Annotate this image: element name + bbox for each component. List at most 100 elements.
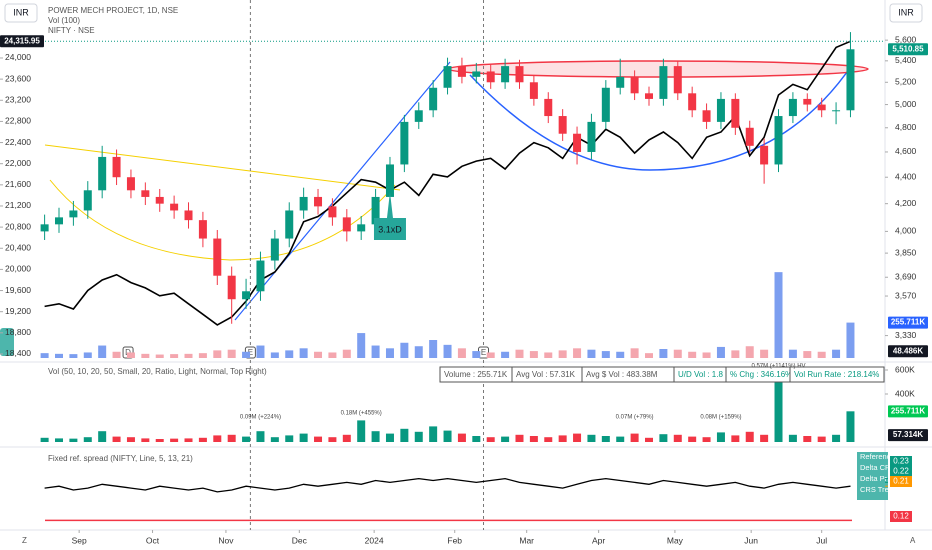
volume-bar — [98, 431, 107, 442]
overlay-volume-bar — [314, 351, 323, 358]
volume-avg-label-box — [888, 429, 928, 442]
nifty-last-label-box — [0, 35, 44, 48]
footer-left[interactable]: Z — [22, 536, 27, 545]
overlay-volume-bar — [213, 350, 222, 358]
volume-bar — [515, 434, 524, 442]
event-label: E — [481, 348, 486, 357]
volume-bar — [817, 436, 826, 442]
overlay-volume-bar — [515, 349, 524, 358]
y-tick-label: 22,400 — [5, 137, 31, 147]
overlay-volume-bar — [774, 272, 783, 358]
volume-bar — [587, 434, 596, 442]
candle-body — [817, 104, 826, 111]
currency-button[interactable] — [4, 3, 38, 23]
y-tick-label: 19,200 — [5, 306, 31, 316]
level-box — [890, 466, 912, 477]
candle-body — [141, 190, 150, 197]
volume-bar — [702, 437, 711, 442]
overlay-volume-bar — [328, 352, 337, 358]
overlay-volume-bar — [342, 349, 351, 358]
volume-last-label-box — [888, 405, 928, 418]
candle-body — [803, 98, 812, 105]
candle-body — [55, 217, 63, 225]
volume-bar — [112, 436, 121, 442]
candle-body — [774, 116, 783, 165]
currency-button[interactable] — [889, 3, 923, 23]
overlay-volume-bar — [112, 351, 121, 358]
volume-legend: Vol (100) — [48, 16, 80, 25]
level-label: 0.21 — [893, 477, 909, 486]
volume-bar — [645, 437, 653, 442]
level-box — [890, 476, 912, 487]
currency-left[interactable]: INR — [13, 7, 29, 17]
y-tick-label: 22,800 — [5, 116, 31, 126]
y-tick-label: 4,800 — [895, 122, 917, 132]
overlay-volume-bar — [472, 351, 481, 358]
stat-text: Vol Run Rate : 218.14% — [794, 370, 879, 379]
candle-body — [832, 110, 841, 112]
overlay-volume-bar — [702, 352, 711, 358]
candle-body — [486, 71, 495, 83]
volume-bar — [198, 437, 207, 442]
footer-right[interactable]: A — [910, 536, 916, 545]
overlay-volume-bar — [817, 351, 826, 358]
y-tick-label: 22,000 — [5, 158, 31, 168]
volume-bar — [184, 438, 193, 442]
volume-bar — [314, 436, 323, 442]
y-tick-label: 23,200 — [5, 95, 31, 105]
y-tick-label: 3,330 — [895, 330, 917, 340]
volume-bar — [716, 432, 725, 442]
overlay-volume-bar — [285, 350, 294, 358]
volume-avg-label: 57.314K — [893, 430, 923, 439]
volume-bar — [846, 411, 855, 442]
legend-entry: Delta CR — [860, 463, 891, 472]
volume-bar — [342, 434, 351, 442]
y-tick-label: 5,600 — [895, 34, 917, 44]
volume-bar — [69, 438, 78, 442]
volume-bar — [774, 367, 783, 442]
candle-body — [98, 156, 107, 191]
candle-body — [285, 210, 294, 239]
overlay-volume-bar — [544, 352, 553, 358]
legend-entry: Reference — [860, 452, 895, 461]
overlay-volume-bar — [803, 351, 812, 358]
x-tick-label: 2024 — [365, 535, 384, 545]
drawings — [44, 60, 869, 321]
y-tick-label: 5,200 — [895, 77, 917, 87]
level-label: 0.23 — [893, 457, 909, 466]
volume-annotation: 0.18M (+455%) — [341, 411, 382, 417]
overlay-volume-bar — [155, 354, 164, 358]
volume-bar — [256, 431, 265, 442]
volume-bar — [429, 426, 438, 442]
volume-annotation: 0.08M (+159%) — [700, 415, 741, 421]
overlay-avg-label: 48.486K — [893, 346, 923, 355]
candle-body — [587, 121, 596, 152]
stat-box — [789, 366, 885, 383]
candle-body — [371, 196, 380, 225]
volume-bar — [213, 435, 222, 442]
overlay-volume-bar — [760, 349, 769, 358]
x-tick-label: Feb — [447, 535, 462, 545]
event-label: E — [248, 348, 253, 357]
candle-body — [69, 210, 78, 218]
candle-body — [731, 98, 740, 128]
candle-body — [673, 66, 682, 94]
overlay-volume-bar — [385, 348, 394, 358]
candle-body — [198, 220, 207, 239]
x-tick-label: Jul — [816, 535, 827, 545]
candle-body — [760, 145, 769, 165]
volume-bar — [659, 434, 668, 442]
overlay-volume-bar — [227, 349, 236, 358]
level-label: 0.22 — [893, 467, 909, 476]
candle-body — [544, 98, 553, 117]
x-tick-label: Sep — [72, 535, 87, 545]
overlay-volume-bar — [126, 352, 135, 358]
currency-right[interactable]: INR — [898, 7, 914, 17]
volume-bar — [443, 430, 452, 442]
stat-text: Volume : 255.71K — [444, 370, 508, 379]
y-tick-label: 23,600 — [5, 73, 31, 83]
volume-bar — [242, 436, 251, 442]
overlay-volume-bar — [40, 353, 49, 358]
volume-annotation: 0.09M (+224%) — [240, 415, 281, 421]
